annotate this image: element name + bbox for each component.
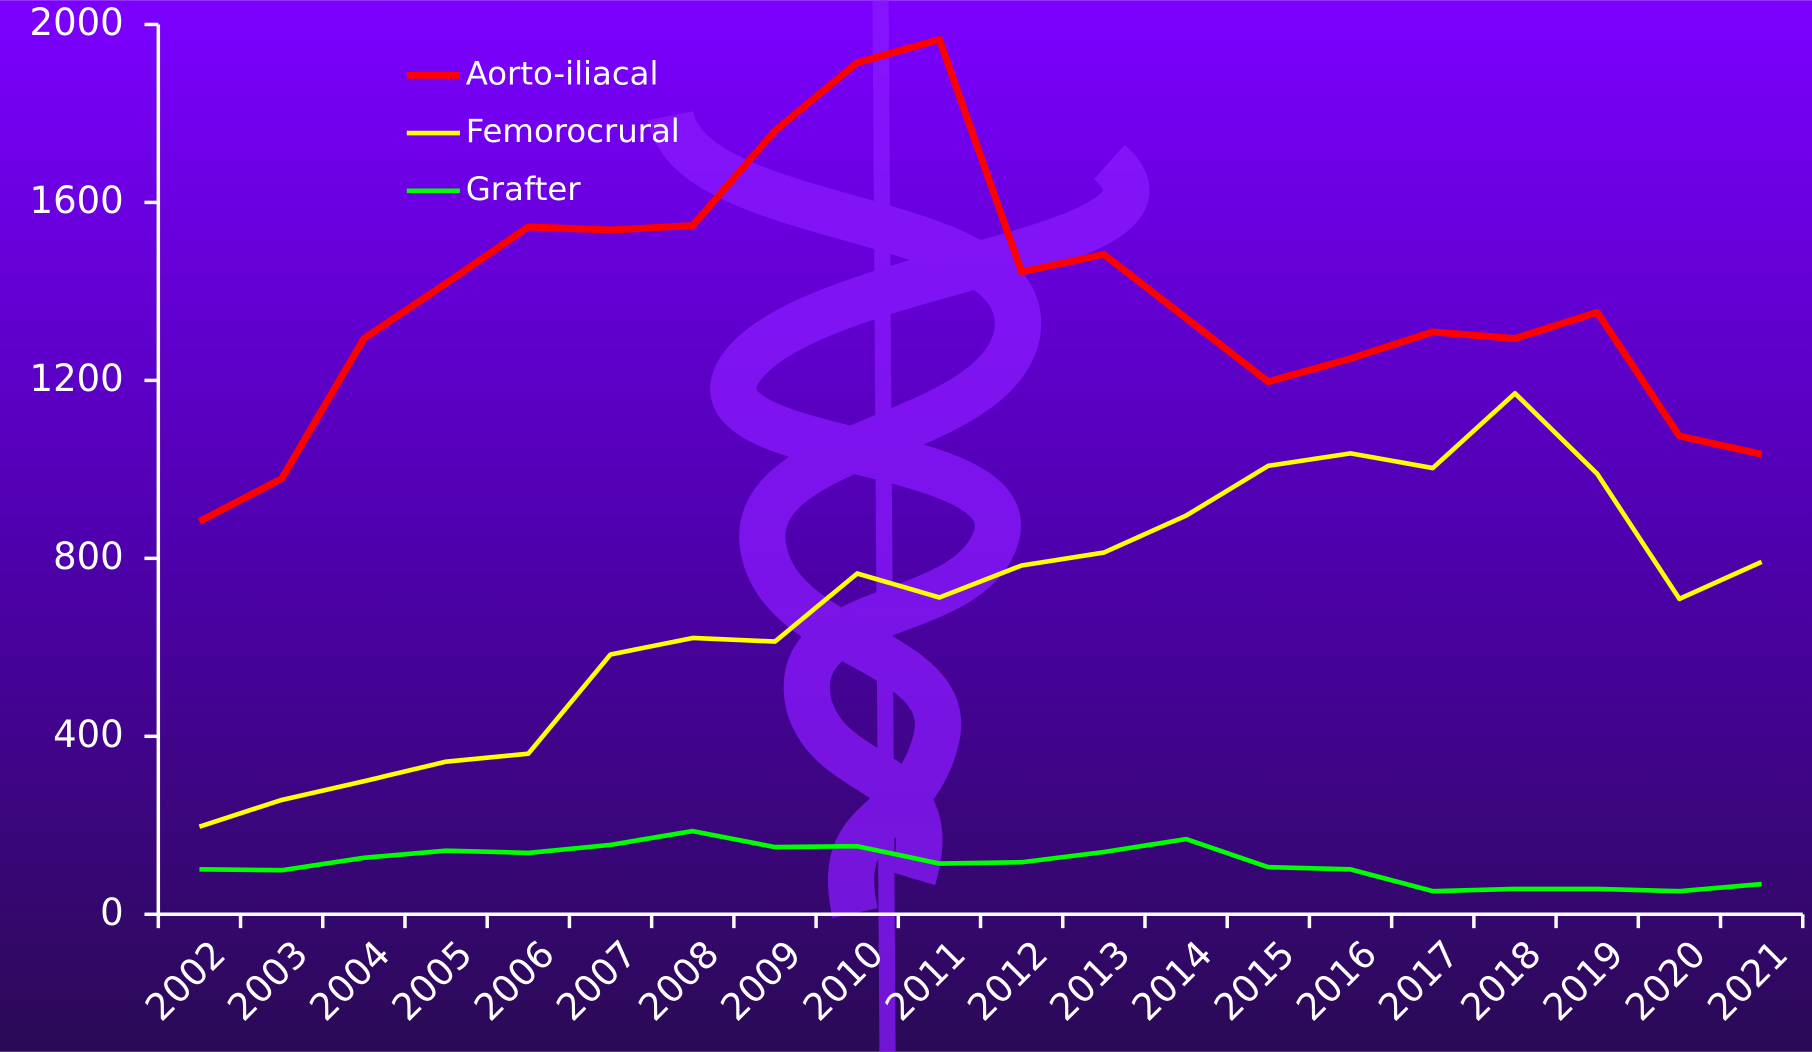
- page: 0400800120016002000200220032004200520062…: [0, 0, 1812, 1052]
- background: [0, 0, 1812, 1052]
- y-tick-label: 1600: [30, 179, 124, 222]
- legend-label: Femorocrural: [466, 112, 680, 150]
- legend-label: Grafter: [466, 170, 582, 208]
- y-tick-label: 800: [53, 535, 124, 578]
- y-tick-label: 0: [100, 891, 124, 934]
- legend-label: Aorto-iliacal: [466, 54, 659, 92]
- y-tick-label: 400: [53, 713, 124, 756]
- chart: 0400800120016002000200220032004200520062…: [0, 0, 1812, 1052]
- y-tick-label: 1200: [30, 357, 124, 400]
- y-tick-label: 2000: [30, 1, 124, 44]
